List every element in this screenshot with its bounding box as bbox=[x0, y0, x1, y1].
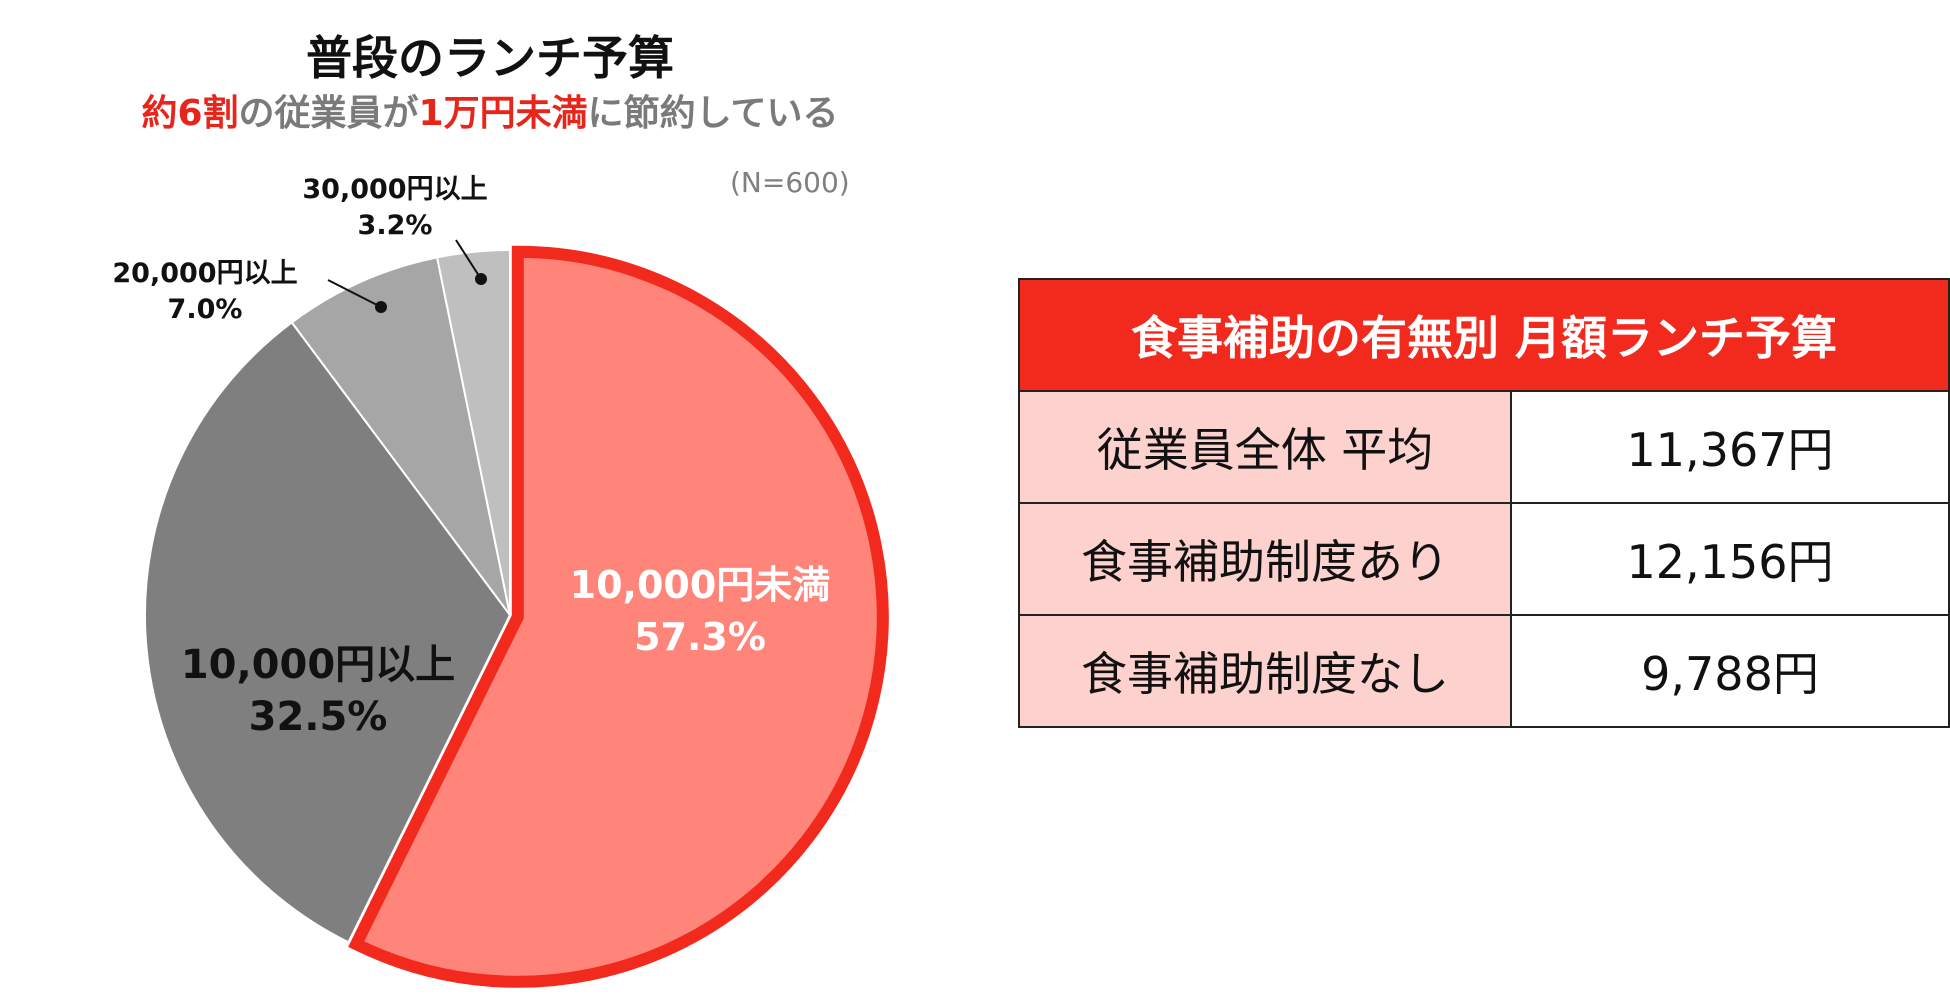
chart-subtitle: 約6割の従業員が1万円未満に節約している bbox=[0, 84, 980, 136]
slice-value-under-10000: 57.3% bbox=[634, 615, 766, 659]
slice-label-20000-plus: 20,000円以上 bbox=[112, 258, 297, 289]
slice-value-30000-plus: 3.2% bbox=[358, 210, 433, 241]
slice-label-10000-plus: 10,000円以上 bbox=[181, 642, 455, 688]
table-title: 食事補助の有無別 月額ランチ予算 bbox=[1018, 278, 1950, 392]
table-row: 従業員全体 平均 11,367円 bbox=[1018, 390, 1950, 504]
row-value: 12,156円 bbox=[1510, 502, 1950, 616]
pie-slice-20000-plus bbox=[290, 256, 511, 616]
subtitle-highlight-share: 約6割 bbox=[141, 93, 239, 134]
leader-dot-20000-plus bbox=[375, 301, 387, 313]
subtitle-text-2: に節約している bbox=[587, 93, 839, 134]
row-label: 食事補助制度あり bbox=[1018, 502, 1512, 616]
chart-title: 普段のランチ予算 bbox=[306, 31, 674, 85]
slice-value-20000-plus: 7.0% bbox=[168, 294, 243, 325]
pie-chart: 10,000円未満 57.3% 10,000円以上 32.5% 20,000円以上 7.0… bbox=[112, 174, 889, 988]
subtitle-highlight-amount: 1万円未満 bbox=[418, 93, 588, 134]
pie-slice-10000-plus bbox=[144, 320, 512, 944]
slice-label-30000-plus: 30,000円以上 bbox=[302, 174, 487, 205]
leader-line-20000-plus bbox=[327, 279, 382, 308]
table-row: 食事補助制度なし 9,788円 bbox=[1018, 614, 1950, 728]
leader-line-30000-plus bbox=[455, 239, 482, 280]
leader-dot-30000-plus bbox=[475, 273, 487, 285]
table-row: 食事補助制度あり 12,156円 bbox=[1018, 502, 1950, 616]
slice-label-under-10000: 10,000円未満 bbox=[570, 563, 831, 607]
slice-value-10000-plus: 32.5% bbox=[249, 694, 388, 740]
budget-table: 食事補助の有無別 月額ランチ予算 従業員全体 平均 11,367円 食事補助制度… bbox=[1018, 278, 1950, 728]
row-value: 11,367円 bbox=[1510, 390, 1950, 504]
subtitle-text-1: の従業員が bbox=[238, 93, 419, 134]
row-label: 食事補助制度なし bbox=[1018, 614, 1512, 728]
sample-size-label: (N=600) bbox=[730, 166, 850, 199]
table-header-row: 食事補助の有無別 月額ランチ予算 bbox=[1018, 278, 1950, 392]
pie-slice-under-10000 bbox=[348, 245, 889, 988]
pie-slice-30000-plus bbox=[435, 248, 511, 616]
row-value: 9,788円 bbox=[1510, 614, 1950, 728]
row-label: 従業員全体 平均 bbox=[1018, 390, 1512, 504]
